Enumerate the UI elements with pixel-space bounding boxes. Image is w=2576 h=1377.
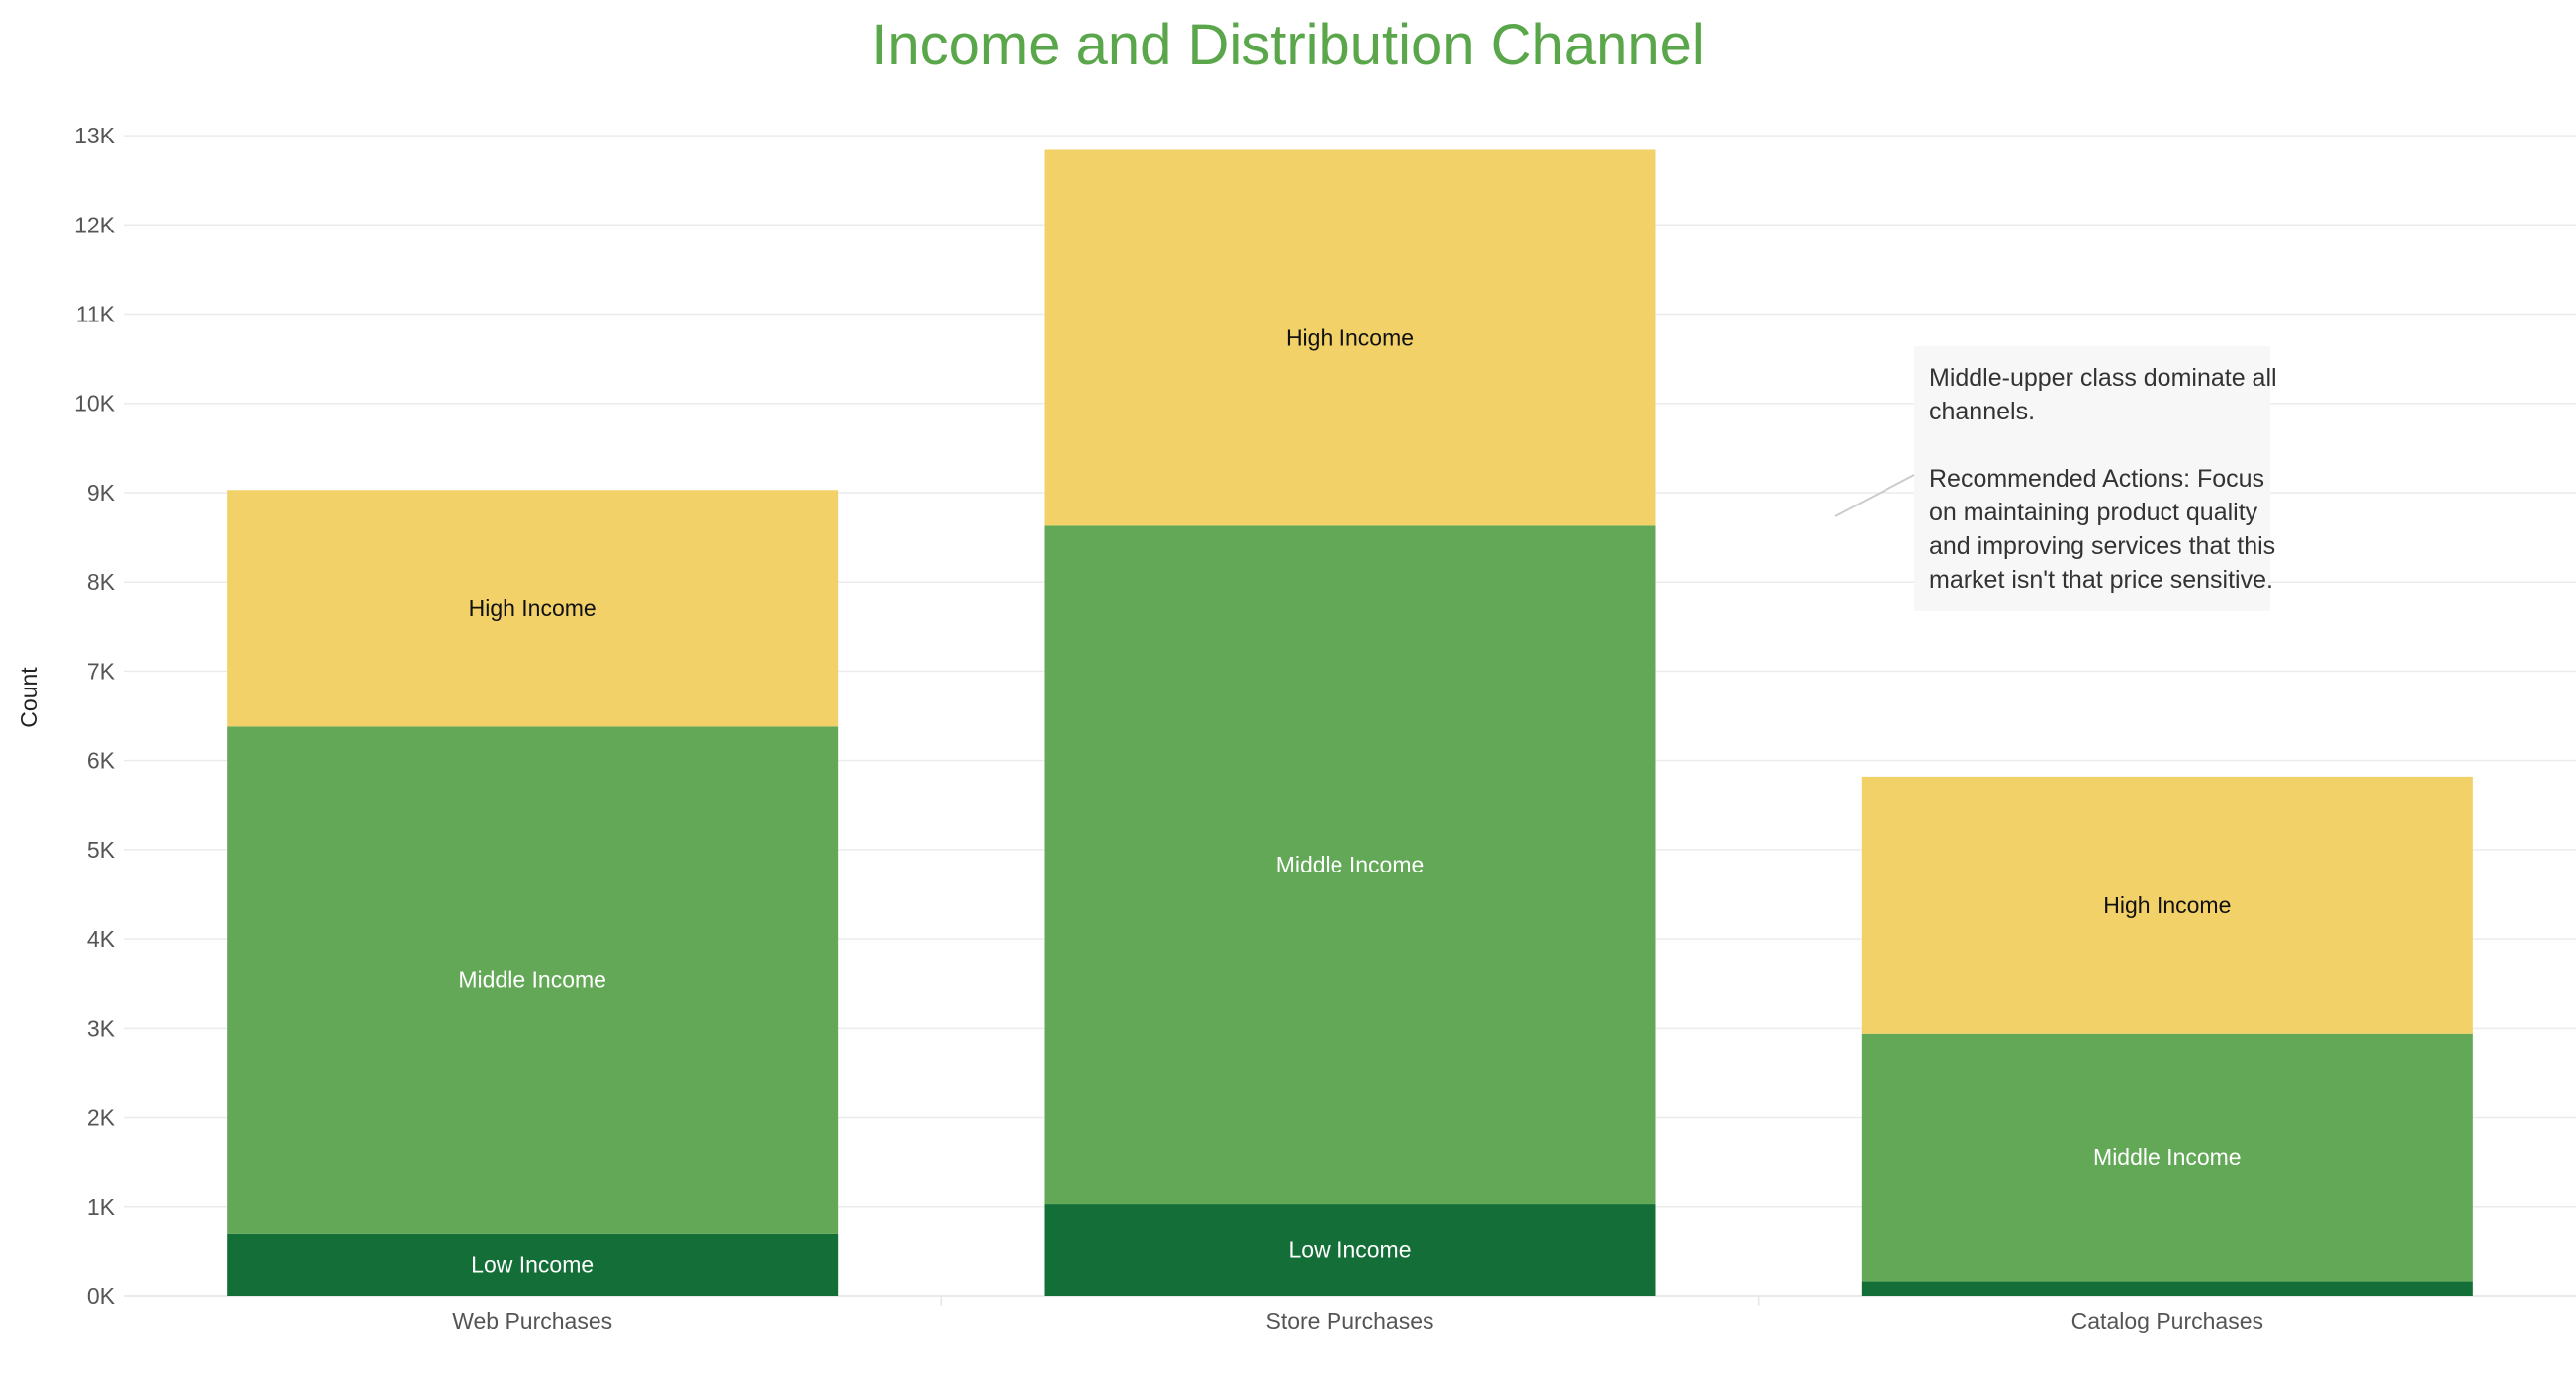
bar-segment	[1044, 525, 1656, 1205]
segment-label: High Income	[2103, 892, 2231, 918]
annotation-line: market isn't that price sensitive.	[1929, 566, 2273, 594]
segment-label: Low Income	[471, 1251, 594, 1277]
chart-title: Income and Distribution Channel	[872, 13, 1703, 77]
bar-segment	[1861, 776, 2473, 1034]
y-axis-ticks: 0K 1K 2K 3K 4K 5K 6K 7K 8K 9K 10K 11K 12K 13K	[74, 123, 116, 1309]
annotation-line: Recommended Actions: Focus	[1929, 465, 2264, 493]
bar-segment	[227, 490, 839, 727]
annotation-box	[1914, 346, 2270, 611]
segment-label: Middle Income	[1276, 852, 1425, 877]
annotation: Middle-upper class dominate all channels.…	[1834, 346, 2277, 611]
annotation-connector	[1834, 474, 1915, 517]
annotation-line: Middle-upper class dominate all	[1929, 364, 2277, 392]
y-tick-label: 3K	[87, 1015, 116, 1041]
y-tick-label: 12K	[74, 212, 116, 237]
bars: Low Income Middle Income High Income Low In…	[227, 149, 2473, 1296]
segment-label: High Income	[1286, 324, 1414, 350]
y-tick-label: 9K	[87, 480, 116, 505]
y-tick-label: 11K	[76, 302, 116, 327]
y-tick-label: 7K	[87, 658, 116, 684]
bar-segment	[1044, 149, 1656, 526]
segment-label: Middle Income	[2093, 1145, 2242, 1170]
segment-label: High Income	[469, 596, 597, 621]
y-tick-label: 8K	[87, 569, 116, 595]
y-tick-label: 0K	[87, 1283, 116, 1309]
bar-segment	[1861, 1281, 2473, 1296]
y-tick-label: 2K	[87, 1105, 116, 1131]
y-tick-label: 1K	[87, 1194, 116, 1220]
annotation-line: and improving services that this	[1929, 532, 2275, 560]
y-tick-label: 10K	[74, 391, 116, 416]
x-axis-ticks: Web Purchases Store Purchases Catalog Purc…	[452, 1308, 2263, 1333]
y-tick-label: 13K	[74, 123, 116, 148]
segment-label: Middle Income	[458, 967, 606, 993]
bar-segment	[227, 726, 839, 1234]
y-axis-title: Count	[16, 667, 42, 728]
x-tick-label: Web Purchases	[452, 1308, 612, 1333]
annotation-line: on maintaining product quality	[1929, 499, 2258, 526]
x-tick-label: Catalog Purchases	[2071, 1308, 2263, 1333]
y-tick-label: 6K	[87, 748, 116, 774]
y-tick-label: 5K	[87, 837, 116, 863]
segment-label: Low Income	[1288, 1238, 1411, 1263]
bar-segment	[1044, 1204, 1656, 1296]
annotation-line: channels.	[1929, 398, 2035, 425]
bar-segment	[227, 1233, 839, 1296]
y-tick-label: 4K	[87, 926, 116, 952]
bar-segment	[1861, 1033, 2473, 1282]
x-tick-label: Store Purchases	[1265, 1308, 1433, 1333]
